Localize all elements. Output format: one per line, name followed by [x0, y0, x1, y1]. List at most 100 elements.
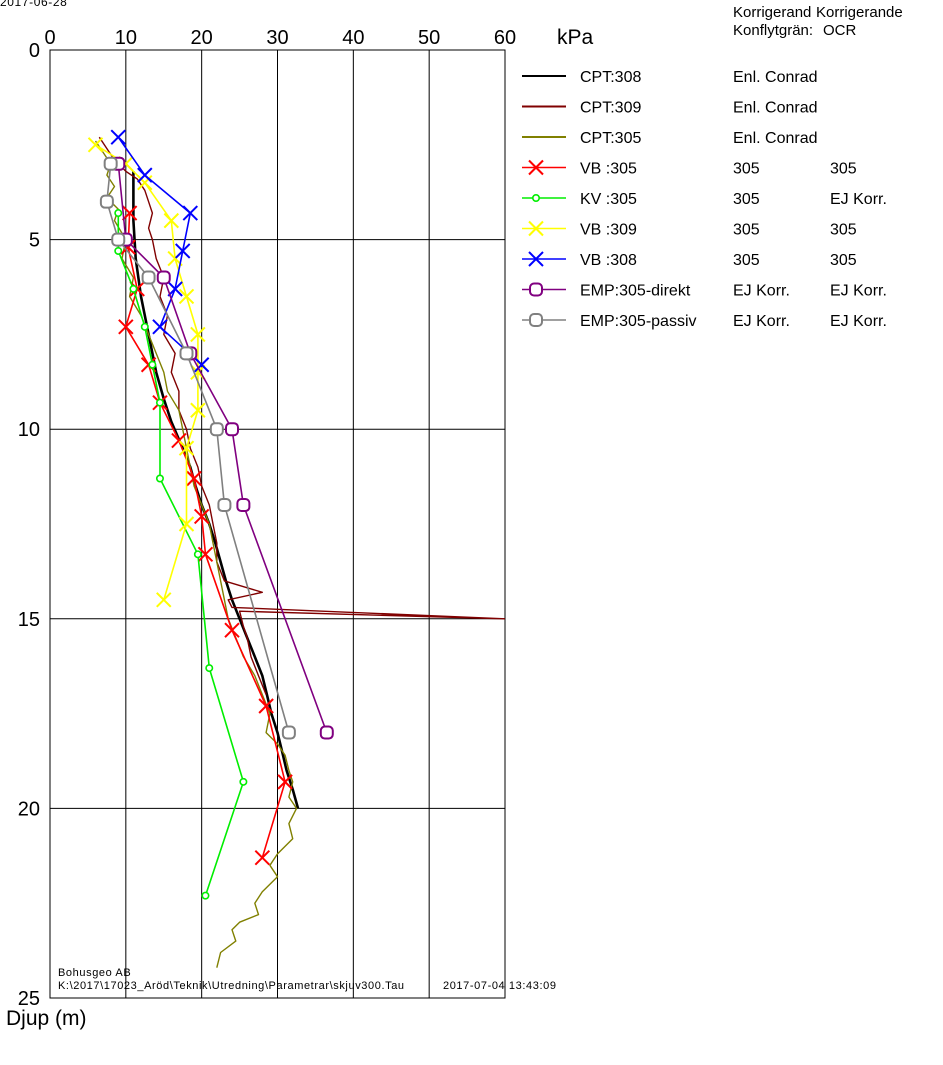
y-tick-label: 5 — [29, 230, 40, 252]
legend-item-emp-305-direkt: EMP:305-direkt EJ Korr. EJ Korr. — [522, 282, 887, 300]
series-vb-308 — [110, 129, 210, 373]
date-fragment: 2017-06-28 — [0, 0, 67, 9]
series-layer — [87, 129, 505, 968]
data-point — [193, 508, 210, 525]
legend-header-col1: Korrigerand — [733, 4, 811, 21]
data-point — [193, 357, 210, 373]
data-point — [179, 346, 194, 361]
data-point — [152, 319, 168, 335]
data-point — [103, 156, 118, 171]
series-line — [98, 136, 505, 695]
legend-col2: EJ Korr. — [830, 283, 887, 300]
x-tick-label: 60 — [494, 27, 516, 49]
y-tick-label: 15 — [18, 609, 40, 631]
legend-item-cpt-309: CPT:309 Enl. Conrad — [522, 100, 818, 117]
legend-col1: Enl. Conrad — [733, 100, 818, 117]
legend-label: EMP:305-passiv — [580, 313, 697, 330]
data-point — [225, 422, 239, 437]
series-line — [117, 213, 245, 896]
legend-header-col1-line2: Konflytgrän: — [733, 22, 813, 39]
series-line — [132, 171, 300, 809]
legend-header: Korrigerand Korrigerande Konflytgrän: OC… — [733, 4, 903, 39]
x-tick-label: 10 — [115, 27, 137, 49]
data-point — [114, 246, 123, 255]
data-point — [129, 284, 138, 293]
legend-item-vb-305: VB :305 305 305 — [522, 159, 857, 178]
data-point — [178, 516, 195, 532]
data-point — [110, 129, 126, 145]
legend-col2: 305 — [830, 252, 857, 269]
legend-label: CPT:305 — [580, 130, 641, 147]
data-point — [205, 664, 214, 673]
legend-col1: EJ Korr. — [733, 313, 790, 330]
data-point — [167, 281, 183, 297]
legend-marker — [529, 282, 543, 297]
data-point — [178, 288, 195, 305]
series-vb-305 — [118, 205, 293, 866]
series-kv-305 — [114, 209, 248, 900]
x-axis-unit: kPa — [557, 26, 594, 49]
legend-item-emp-305-passiv: EMP:305-passiv EJ Korr. EJ Korr. — [522, 313, 887, 330]
x-axis-tick-labels: 0 10 20 30 40 50 60 — [44, 27, 516, 49]
data-point — [99, 194, 114, 209]
series-line — [117, 163, 328, 733]
plot-grid — [50, 50, 505, 998]
legend-col2: EJ Korr. — [830, 191, 887, 208]
data-point — [193, 550, 202, 559]
data-point — [141, 270, 156, 285]
data-point — [201, 891, 210, 900]
legend-header-col2-line2: OCR — [823, 22, 857, 39]
legend-marker — [528, 220, 544, 237]
x-tick-label: 50 — [418, 27, 440, 49]
legend-label: VB :305 — [580, 161, 637, 178]
data-point — [190, 326, 206, 343]
legend-col2: 305 — [830, 222, 857, 239]
data-point — [186, 470, 202, 487]
y-axis-label: Djup (m) — [6, 1007, 87, 1030]
data-point — [121, 205, 138, 221]
data-point — [156, 270, 171, 285]
data-point — [137, 167, 153, 183]
legend-item-vb-309: VB :309 305 305 — [522, 220, 857, 239]
series-line — [125, 213, 286, 858]
data-point — [197, 546, 214, 563]
legend-item-cpt-308: CPT:308 Enl. Conrad — [522, 69, 818, 86]
data-point — [87, 137, 104, 153]
footer: Bohusgeo AB K:\2017\17023_Aröd\Teknik\Ut… — [58, 967, 556, 992]
y-tick-label: 25 — [18, 988, 40, 1010]
x-tick-label: 40 — [342, 27, 364, 49]
data-point — [277, 774, 293, 790]
data-point — [209, 422, 224, 437]
data-point — [190, 402, 206, 418]
legend-col2: 305 — [830, 161, 857, 178]
data-point — [118, 319, 134, 335]
legend-marker — [531, 194, 540, 203]
legend-col1: 305 — [733, 252, 760, 269]
legend-item-kv-305: KV :305 305 EJ Korr. — [522, 191, 887, 208]
series-cpt-305 — [94, 140, 298, 968]
data-point — [155, 474, 164, 483]
data-point — [224, 622, 240, 638]
legend-col1: 305 — [733, 161, 760, 178]
y-tick-label: 20 — [18, 798, 40, 820]
legend-col1: Enl. Conrad — [733, 69, 818, 86]
legend-header-col2: Korrigerande — [816, 4, 903, 21]
legend-col1: Enl. Conrad — [733, 130, 818, 147]
legend-col1: EJ Korr. — [733, 283, 790, 300]
legend-col2: EJ Korr. — [830, 313, 887, 330]
data-point — [111, 232, 126, 247]
data-point — [155, 398, 164, 407]
footer-company: Bohusgeo AB — [58, 967, 131, 979]
legend-item-vb-308: VB :308 305 305 — [522, 251, 857, 269]
y-tick-label: 10 — [18, 419, 40, 441]
legend-marker — [529, 313, 543, 327]
legend-label: CPT:309 — [580, 100, 641, 117]
legend-label: VB :309 — [580, 222, 637, 239]
x-tick-label: 0 — [44, 27, 55, 49]
data-point — [163, 212, 180, 229]
x-tick-label: 20 — [191, 27, 213, 49]
data-point — [239, 777, 248, 786]
data-point — [114, 209, 123, 218]
legend-col1: 305 — [733, 222, 760, 239]
data-point — [178, 440, 195, 456]
